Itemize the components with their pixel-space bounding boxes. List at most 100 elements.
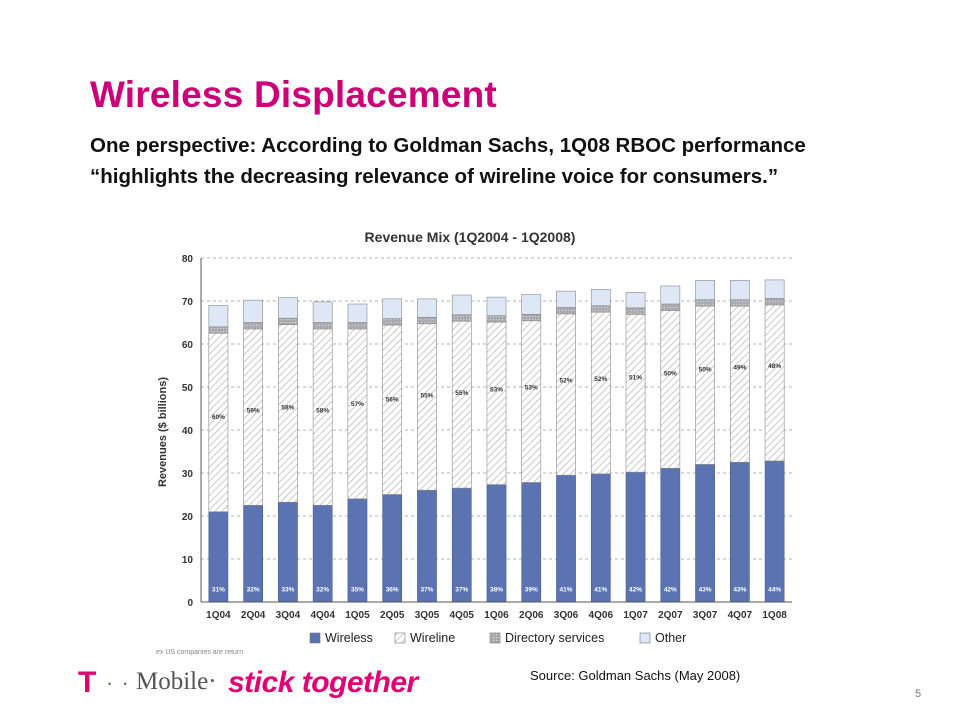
data-label: 37% (455, 587, 468, 594)
bar-directory-services (278, 317, 298, 325)
bar-other (417, 298, 437, 318)
data-label: 56% (386, 397, 399, 404)
x-tick-label: 1Q07 (623, 610, 648, 621)
bar-wireline (764, 304, 785, 462)
bar-other (764, 279, 785, 299)
bar-directory-services (312, 322, 333, 330)
x-tick-label: 2Q06 (519, 610, 544, 621)
data-label: 32% (316, 587, 329, 594)
x-tick-label: 4Q07 (728, 610, 753, 621)
data-label: 53% (525, 385, 538, 392)
x-tick-label: 3Q06 (554, 610, 579, 621)
chart-svg: 31% 60% 32% 59% 33% 58% 32% 58% 35% 57% 36% 56% 37% 5… (156, 229, 792, 656)
bar-other (521, 294, 542, 315)
data-label: 57% (351, 401, 364, 408)
data-label: 50% (664, 370, 677, 377)
legend-swatch (639, 632, 651, 644)
bar-directory-services (417, 317, 437, 325)
bar-directory-services (729, 299, 750, 307)
legend-swatch (309, 632, 321, 644)
bar-directory-services (208, 326, 229, 334)
bar-other (451, 294, 472, 316)
bar-wireless (729, 461, 750, 603)
bar-directory-services (243, 322, 264, 330)
x-tick-label: 1Q06 (484, 610, 509, 621)
bar-other (208, 305, 229, 328)
data-label: 59% (247, 407, 260, 414)
data-label: 44% (768, 587, 781, 594)
bar-wireless (556, 474, 576, 603)
bar-wireline (278, 324, 298, 503)
data-label: 49% (733, 364, 746, 371)
bar-wireline (521, 320, 542, 483)
bar-other (486, 296, 507, 316)
legend-label: Directory services (505, 631, 604, 645)
bar-wireline (695, 305, 715, 465)
bar-wireline (417, 323, 437, 491)
data-label: 43% (733, 587, 746, 594)
x-tick-label: 2Q07 (658, 610, 683, 621)
x-tick-label: 2Q05 (380, 610, 405, 621)
slide-subtitle: One perspective: According to Goldman Sa… (90, 134, 806, 188)
bar-wireless (521, 482, 542, 603)
revenue-mix-chart: 31% 60% 32% 59% 33% 58% 32% 58% 35% 57% 36% 56% 37% 5… (150, 222, 810, 658)
bar-wireline (590, 311, 611, 475)
data-label: 51% (629, 374, 642, 381)
bar-wireless (417, 489, 437, 603)
legend-label: Other (655, 631, 686, 645)
data-label: 55% (455, 390, 468, 397)
bar-wireline (486, 321, 507, 485)
logo-t-mark: T (78, 666, 97, 699)
data-label: 36% (386, 587, 399, 594)
data-label: 55% (420, 392, 433, 399)
data-label: 58% (316, 407, 329, 414)
data-label: 42% (664, 587, 677, 594)
chart-title: Revenue Mix (1Q2004 - 1Q2008) (365, 229, 576, 245)
bar-wireline (451, 320, 472, 489)
legend-swatch (489, 632, 501, 644)
slide-title: Wireless Displacement (90, 74, 497, 115)
bar-other (729, 280, 750, 301)
bar-directory-services (451, 314, 472, 322)
y-tick-label: 80 (182, 254, 194, 265)
bar-directory-services (382, 318, 403, 326)
y-tick-label: 40 (182, 426, 194, 437)
y-tick-label: 70 (182, 297, 194, 308)
bar-other (243, 299, 264, 323)
bar-wireless (486, 484, 507, 603)
x-tick-label: 3Q05 (415, 610, 440, 621)
x-tick-label: 4Q04 (310, 610, 335, 621)
y-tick-label: 10 (182, 555, 194, 566)
chart-footnote: ex US companies are return (156, 649, 243, 656)
bar-wireless (764, 460, 785, 603)
bar-wireline (208, 332, 229, 512)
source-note: Source: Goldman Sachs (May 2008) (530, 668, 741, 683)
bar-wireline (312, 328, 333, 506)
y-tick-label: 20 (182, 512, 194, 523)
bar-directory-services (590, 305, 611, 313)
bar-other (312, 301, 333, 323)
data-label: 60% (212, 414, 225, 421)
y-axis-label: Revenues ($ billions) (157, 377, 169, 487)
x-tick-label: 4Q05 (450, 610, 475, 621)
logo-slogan: stick together (228, 666, 418, 699)
logo-dots: · · (106, 670, 130, 695)
data-label: 42% (629, 587, 642, 594)
bar-wireless (660, 467, 681, 603)
data-label: 53% (490, 387, 503, 394)
bar-other (660, 285, 681, 305)
bar-other (590, 289, 611, 307)
data-label: 52% (594, 376, 607, 383)
bar-wireline (660, 310, 681, 469)
x-tick-label: 2Q04 (241, 610, 266, 621)
legend-label: Wireline (410, 631, 455, 645)
bar-wireline (729, 305, 750, 463)
x-tick-label: 4Q06 (589, 610, 614, 621)
bar-other (695, 280, 715, 301)
bar-directory-services (764, 298, 785, 306)
data-label: 33% (281, 587, 294, 594)
data-label: 48% (768, 363, 781, 370)
data-label: 52% (560, 377, 573, 384)
x-tick-label: 1Q04 (206, 610, 231, 621)
data-label: 31% (212, 587, 225, 594)
